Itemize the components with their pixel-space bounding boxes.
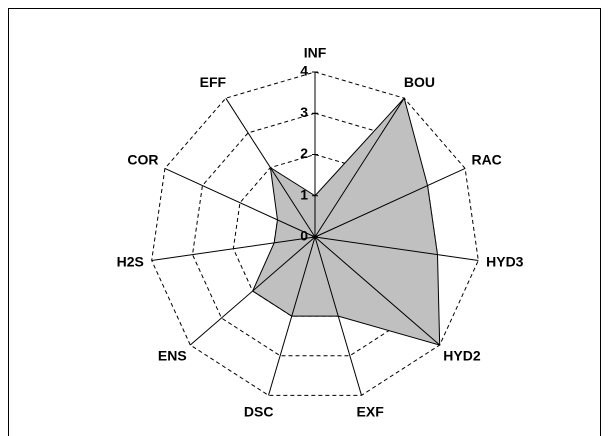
axis-label: H2S (117, 254, 144, 270)
axis-label: RAC (471, 152, 501, 168)
axis-line (314, 236, 479, 261)
tick-label: 4 (300, 63, 308, 79)
axis-line (314, 236, 362, 396)
axis-line (314, 236, 441, 346)
tick-label: 3 (300, 104, 308, 120)
axis-line (268, 236, 316, 396)
axis-label: HYD3 (486, 254, 524, 270)
axis-line (225, 97, 316, 238)
axis-line (314, 97, 405, 238)
axis-label: HYD2 (443, 348, 481, 364)
axis-line (151, 236, 316, 261)
tick-label: 2 (300, 145, 308, 161)
grid-ring (151, 71, 479, 396)
axis-label: INF (304, 45, 327, 61)
axis-line (314, 168, 466, 238)
axis-label: EXF (357, 403, 385, 419)
axis-label: ENS (158, 348, 187, 364)
axis-label: DSC (244, 403, 274, 419)
axis-label: COR (127, 152, 158, 168)
tick-label: 1 (300, 186, 308, 202)
tick-label: 0 (300, 228, 308, 244)
axis-label: BOU (404, 74, 435, 90)
axis-line (164, 168, 316, 238)
axis-line (189, 236, 316, 346)
data-area (252, 97, 441, 346)
axis-label: EFF (200, 74, 227, 90)
